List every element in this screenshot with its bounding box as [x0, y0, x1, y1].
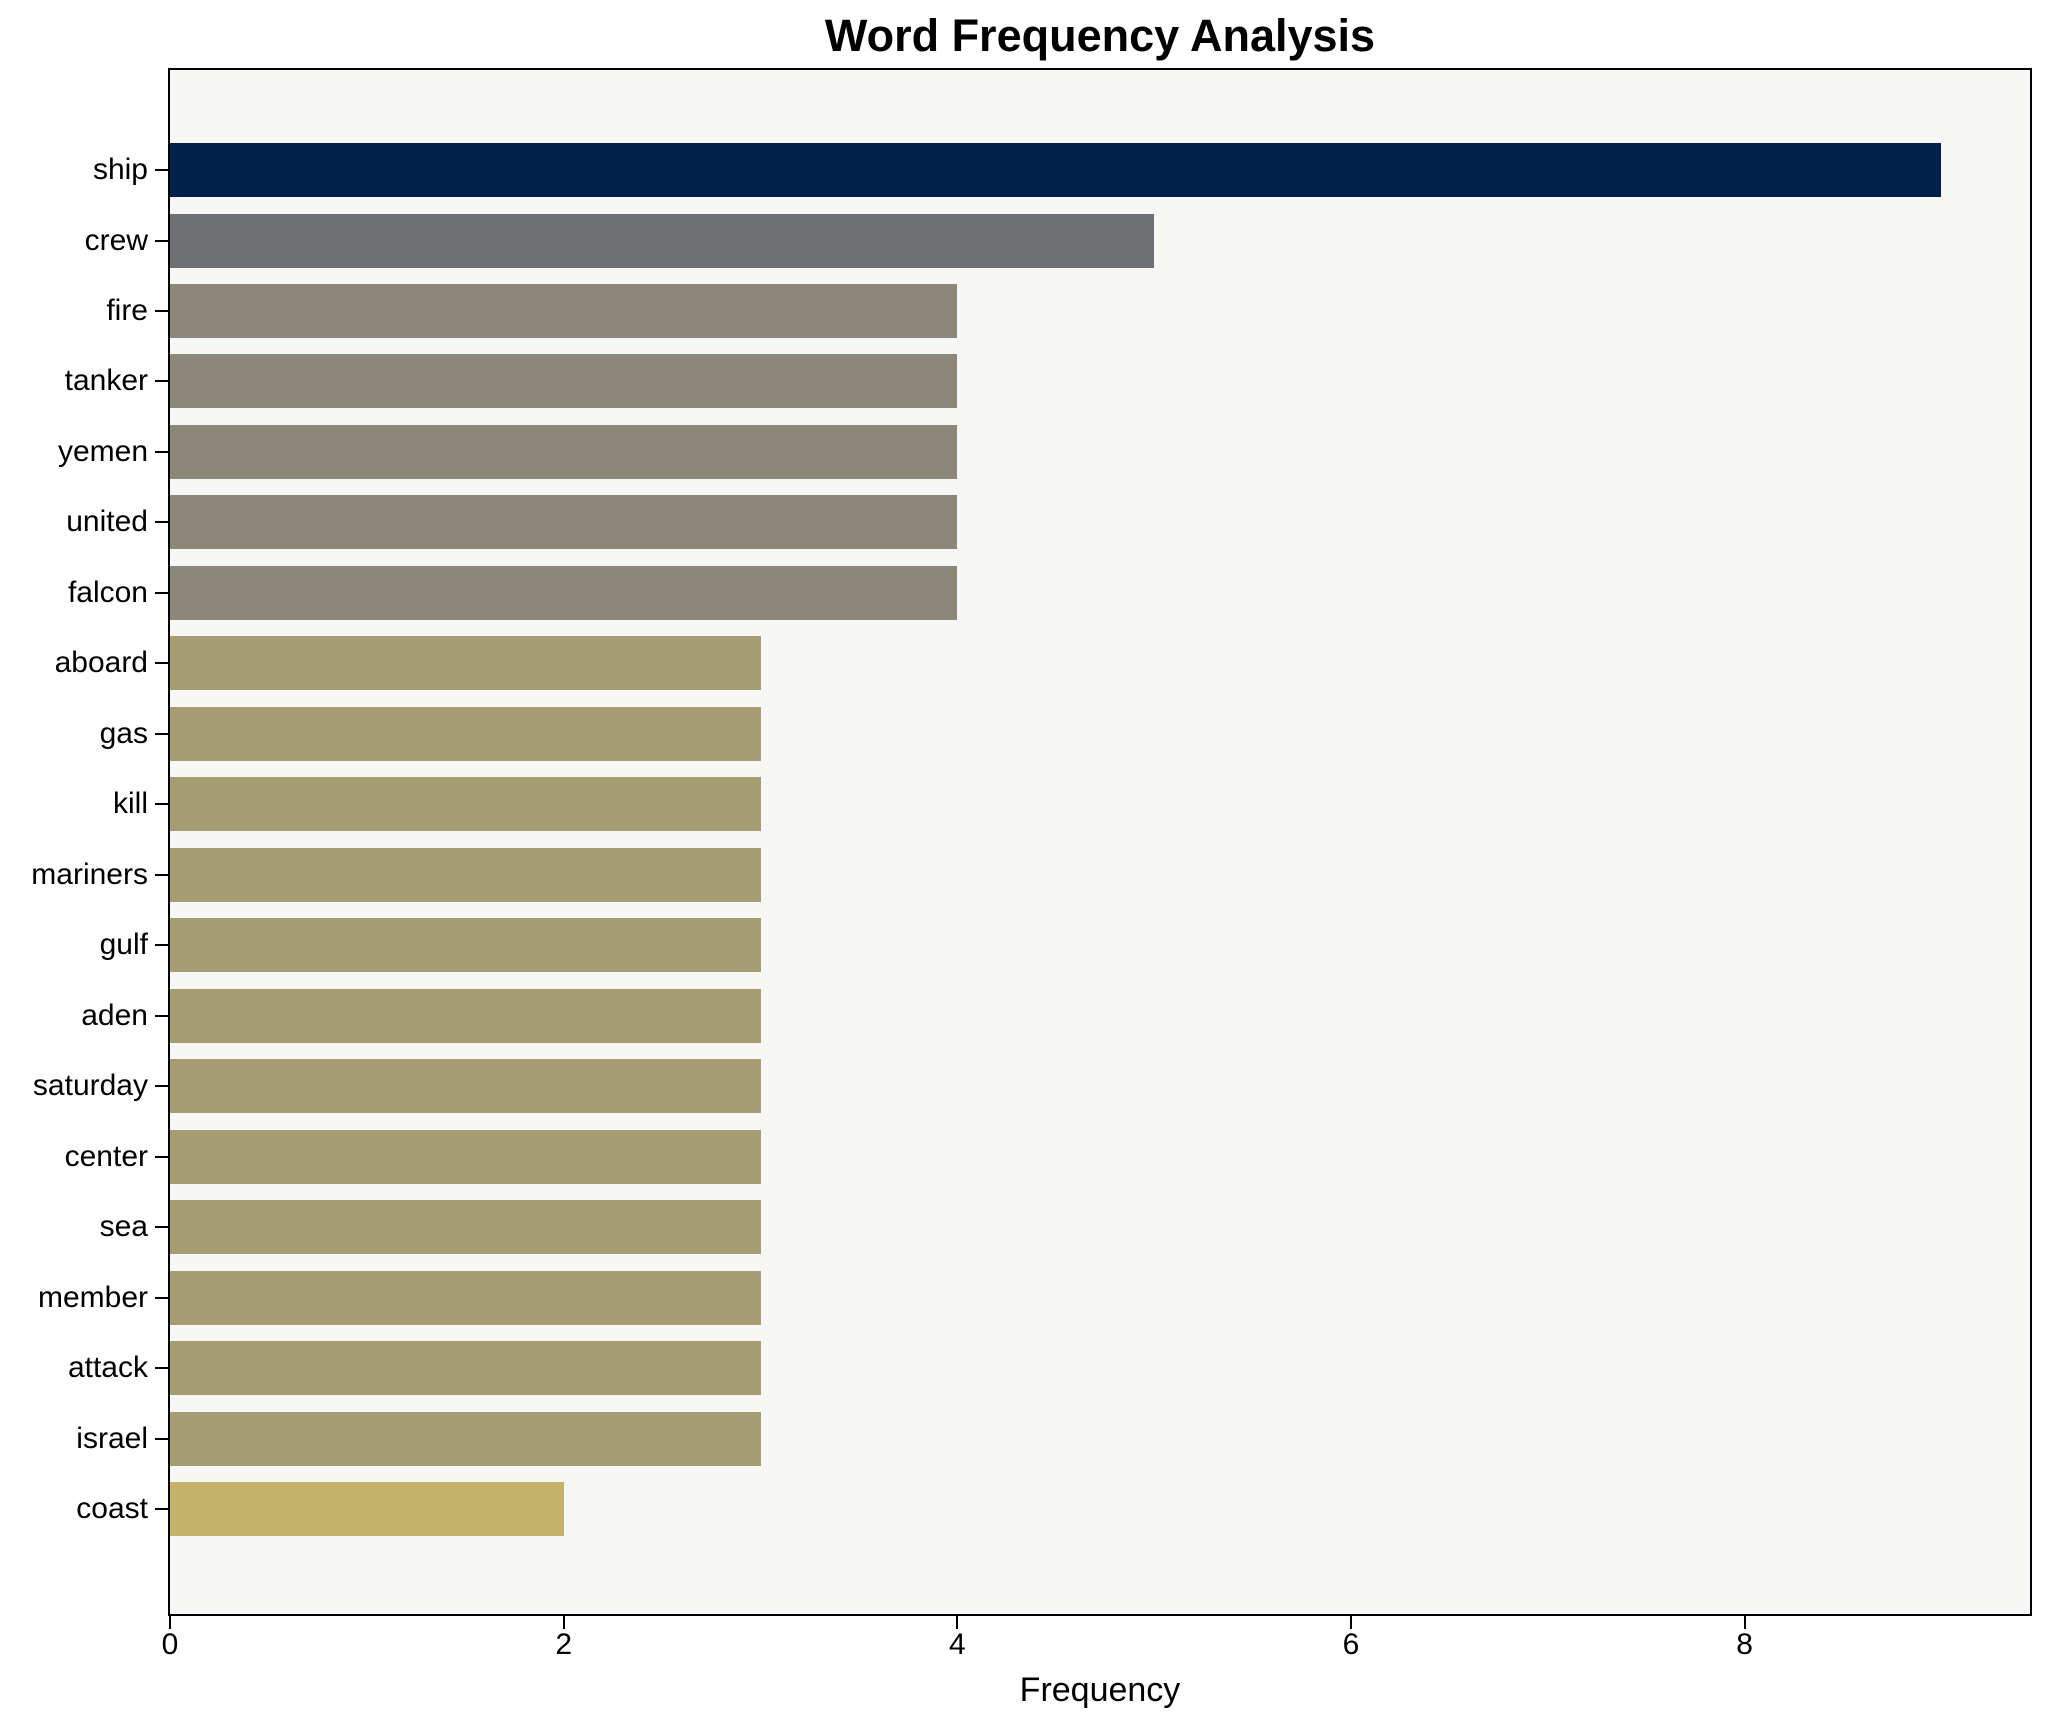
x-tick-mark — [1350, 1616, 1352, 1629]
y-tick-mark — [155, 239, 168, 242]
bar-crew — [170, 213, 1155, 268]
y-tick-mark — [155, 1437, 168, 1440]
bar-mariners — [170, 847, 761, 902]
category-label-kill: kill — [113, 787, 148, 821]
x-tick-label: 2 — [555, 1628, 573, 1661]
y-tick-mark — [155, 450, 168, 453]
bar-israel — [170, 1411, 761, 1466]
category-label-gas: gas — [99, 716, 148, 750]
category-label-sea: sea — [99, 1210, 148, 1243]
y-tick-mark — [155, 803, 168, 806]
category-label-aboard: aboard — [54, 646, 148, 680]
y-tick-mark — [155, 1296, 168, 1299]
bar-attack — [170, 1341, 761, 1395]
chart-title: Word Frequency Analysis — [824, 10, 1376, 61]
x-tick-mark — [169, 1616, 171, 1629]
category-label-coast: coast — [76, 1491, 148, 1525]
y-tick-mark — [155, 169, 168, 171]
category-label-falcon: falcon — [67, 575, 148, 609]
y-tick-mark — [155, 521, 168, 524]
y-tick-mark — [155, 944, 168, 947]
x-tick-label: 8 — [1736, 1628, 1753, 1661]
x-tick-label: 0 — [161, 1628, 179, 1661]
category-label-yemen: yemen — [57, 434, 148, 468]
bar-falcon — [170, 565, 958, 620]
bar-gulf — [170, 918, 761, 973]
x-tick-mark — [1743, 1616, 1746, 1629]
bar-ship — [170, 143, 1942, 197]
bar-aden — [170, 988, 761, 1043]
x-tick-mark — [956, 1616, 959, 1629]
category-label-center: center — [64, 1139, 148, 1173]
bar-tanker — [170, 354, 958, 409]
y-tick-mark — [155, 1367, 168, 1369]
y-tick-mark — [155, 1085, 168, 1088]
y-tick-mark — [155, 591, 168, 594]
category-label-israel: israel — [76, 1421, 148, 1455]
y-tick-mark — [155, 1507, 168, 1510]
bar-member — [170, 1270, 761, 1325]
category-label-saturday: saturday — [32, 1069, 148, 1103]
bar-center — [170, 1129, 761, 1184]
category-label-attack: attack — [67, 1351, 148, 1384]
bar-coast — [170, 1481, 564, 1536]
y-tick-mark — [155, 732, 168, 735]
x-axis-label: Frequency — [1019, 1671, 1181, 1709]
x-tick-label: 6 — [1342, 1628, 1360, 1661]
bar-fire — [170, 283, 958, 338]
bar-yemen — [170, 424, 958, 479]
bar-saturday — [170, 1059, 761, 1114]
category-label-crew: crew — [84, 223, 148, 257]
y-tick-mark — [155, 1226, 168, 1228]
x-tick-label: 4 — [948, 1628, 966, 1661]
category-label-aden: aden — [81, 998, 148, 1032]
category-label-fire: fire — [106, 293, 148, 327]
bar-kill — [170, 777, 761, 832]
category-label-united: united — [66, 505, 148, 539]
plot-area — [168, 68, 2032, 1616]
y-tick-mark — [155, 309, 168, 312]
y-tick-mark — [155, 380, 168, 383]
category-label-gulf: gulf — [99, 928, 148, 962]
category-label-mariners: mariners — [31, 857, 148, 891]
y-tick-mark — [155, 1014, 168, 1017]
category-label-ship: ship — [92, 153, 148, 186]
y-tick-mark — [155, 873, 168, 876]
bar-aboard — [170, 636, 761, 691]
y-tick-mark — [155, 662, 168, 665]
bar-united — [170, 495, 958, 550]
bar-gas — [170, 706, 761, 761]
x-tick-mark — [562, 1616, 565, 1629]
bar-sea — [170, 1200, 761, 1254]
category-label-member: member — [37, 1280, 148, 1314]
category-label-tanker: tanker — [64, 364, 148, 398]
y-tick-mark — [155, 1155, 168, 1158]
